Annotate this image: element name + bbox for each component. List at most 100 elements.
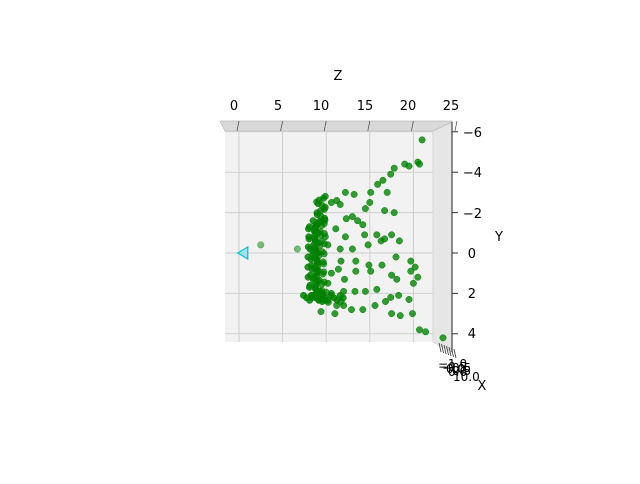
x-axis-label: X — [478, 379, 487, 394]
data-point — [340, 287, 348, 295]
data-point — [405, 296, 413, 303]
data-point — [352, 267, 360, 275]
data-point — [416, 160, 423, 168]
x-tick-mark — [448, 346, 452, 357]
data-point — [324, 279, 332, 287]
camera-marker — [236, 245, 249, 261]
data-point — [387, 293, 395, 301]
data-point — [293, 245, 301, 253]
data-point — [393, 275, 401, 283]
data-point — [366, 199, 374, 206]
data-point — [364, 241, 372, 249]
z-axis-label: Z — [334, 69, 343, 84]
data-point — [318, 280, 326, 288]
data-point — [331, 310, 339, 318]
data-point — [401, 160, 409, 168]
data-point — [337, 257, 345, 265]
data-point — [388, 271, 396, 279]
data-point — [324, 241, 332, 249]
data-point — [388, 310, 396, 318]
data-point — [373, 231, 381, 239]
x-tick-label: −0.5 — [438, 360, 467, 374]
x-tick-label: −1.0 — [438, 357, 467, 371]
x-tick-labels: −0.5 0.0 0.5 −1.0 −0.5 0.0 10.0 — [438, 357, 480, 384]
data-point — [305, 235, 313, 243]
y-axis-label: Y — [494, 230, 503, 245]
data-point — [378, 261, 386, 269]
data-point — [354, 217, 362, 225]
top-pane — [219, 120, 453, 132]
x-tick-mark — [446, 345, 449, 356]
data-point — [336, 245, 344, 253]
data-point — [341, 275, 348, 283]
data-point — [396, 312, 404, 320]
y-tick-label: 2 — [468, 287, 476, 302]
data-point — [317, 308, 325, 316]
z-tick-mark — [236, 120, 240, 132]
data-point — [416, 326, 423, 334]
x-tick-mark — [453, 348, 457, 359]
data-point — [392, 253, 400, 261]
z-tick-label: 10 — [313, 99, 330, 114]
data-point — [407, 267, 415, 275]
data-point — [348, 213, 356, 221]
data-point — [373, 285, 381, 293]
data-point — [390, 209, 398, 217]
z-tick-label: 0 — [230, 99, 238, 114]
data-point — [361, 231, 369, 239]
data-point — [361, 287, 369, 295]
y-tick-label: −2 — [463, 207, 482, 222]
x-tick-label: 0.5 — [452, 364, 471, 378]
z-tick-mark — [411, 120, 414, 132]
data-point — [305, 283, 313, 291]
x-tick-label: 0.0 — [446, 362, 465, 376]
data-point — [407, 257, 415, 265]
z-tick-mark — [454, 120, 458, 132]
y-tick-label: −4 — [463, 166, 482, 181]
data-point — [395, 291, 403, 299]
data-point — [382, 298, 389, 305]
data-points — [257, 136, 447, 342]
data-point — [324, 296, 332, 304]
data-point — [336, 201, 344, 208]
data-point — [367, 267, 375, 275]
data-point — [395, 237, 403, 245]
data-point — [367, 188, 375, 196]
z-tick-label: 20 — [400, 99, 417, 114]
data-point — [383, 188, 391, 196]
data-point — [411, 263, 419, 271]
data-point — [341, 233, 349, 241]
data-point — [414, 273, 422, 281]
data-point — [337, 298, 345, 305]
data-point — [374, 180, 382, 188]
data-point — [351, 287, 359, 295]
data-point — [342, 215, 350, 223]
data-point — [361, 205, 369, 213]
data-point — [439, 334, 447, 342]
data-point — [409, 310, 416, 318]
data-point — [371, 302, 379, 309]
side-pane — [432, 121, 453, 353]
axis-ticks — [236, 120, 458, 359]
data-point — [327, 199, 335, 206]
data-point — [319, 270, 327, 278]
data-point — [333, 302, 341, 309]
data-point — [381, 207, 389, 215]
data-point — [320, 260, 328, 268]
data-point — [365, 261, 373, 269]
data-point — [327, 269, 335, 277]
data-point — [306, 296, 314, 304]
y-tick-label: −6 — [463, 126, 482, 141]
z-tick-label: 15 — [357, 99, 374, 114]
data-point — [257, 241, 265, 249]
data-point — [309, 247, 317, 255]
data-point — [418, 136, 426, 144]
z-tick-mark — [367, 120, 371, 132]
data-point — [359, 306, 367, 314]
y-tick-label: 4 — [468, 327, 476, 342]
data-point — [390, 164, 398, 172]
data-point — [388, 231, 396, 239]
z-tick-mark — [280, 120, 283, 132]
data-point — [359, 221, 367, 229]
